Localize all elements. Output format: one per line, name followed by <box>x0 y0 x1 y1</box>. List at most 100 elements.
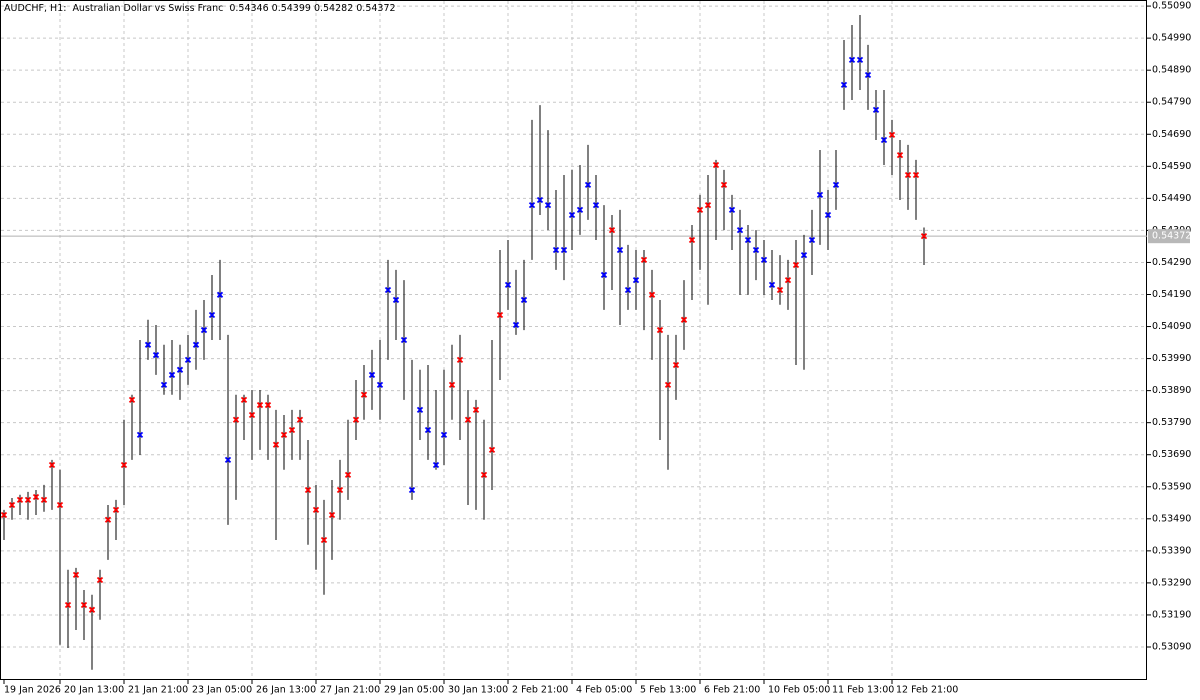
signal-marker <box>400 336 408 344</box>
x-tick-label: 23 Jan 05:00 <box>192 685 252 696</box>
symbol: AUDCHF, H1: <box>4 3 67 14</box>
signal-marker <box>904 171 912 179</box>
ohlc-low: 0.54282 <box>313 3 354 14</box>
signal-marker <box>816 191 824 198</box>
ohlc-close: 0.54372 <box>356 3 396 14</box>
plot-frame <box>0 0 1147 680</box>
y-tick-label: 0.54690 <box>1152 129 1191 140</box>
signal-marker <box>424 426 432 434</box>
signal-marker <box>688 236 696 244</box>
signal-marker <box>88 606 96 613</box>
signal-marker <box>752 246 760 254</box>
signal-marker <box>136 431 144 438</box>
signal-marker <box>888 131 896 139</box>
signal-marker <box>176 366 184 373</box>
ohlc-open: 0.54346 <box>229 3 269 14</box>
x-tick-label: 26 Jan 13:00 <box>256 685 316 696</box>
signal-marker <box>864 71 872 79</box>
y-tick-label: 0.53490 <box>1152 513 1191 524</box>
signal-marker <box>432 461 440 469</box>
signal-marker <box>8 501 16 509</box>
x-tick-label: 2 Feb 21:00 <box>512 685 568 696</box>
signal-marker <box>544 201 552 209</box>
signal-marker <box>592 201 600 209</box>
signal-marker <box>456 356 464 364</box>
signal-marker <box>848 56 856 64</box>
signal-marker <box>880 136 888 144</box>
y-tick-label: 0.54790 <box>1152 97 1191 108</box>
chart-header: AUDCHF, H1: Australian Dollar vs Swiss Fr… <box>4 3 399 14</box>
x-tick-label: 20 Jan 13:00 <box>64 685 124 696</box>
signal-marker <box>560 246 568 254</box>
signal-marker <box>16 496 24 504</box>
x-tick-label: 5 Feb 13:00 <box>640 685 696 696</box>
y-tick-label: 0.55090 <box>1152 1 1191 12</box>
signal-marker <box>200 326 208 334</box>
signal-marker <box>720 181 728 189</box>
signal-marker <box>896 151 904 159</box>
signal-marker <box>320 536 328 544</box>
signal-marker <box>920 233 928 240</box>
x-tick-label: 6 Feb 21:00 <box>704 685 760 696</box>
signal-marker <box>272 441 280 448</box>
signal-marker <box>240 396 248 404</box>
signal-marker <box>80 601 88 609</box>
signal-marker <box>680 316 688 323</box>
signal-marker <box>128 396 136 404</box>
signal-marker <box>568 211 576 219</box>
signal-marker <box>480 471 488 479</box>
signal-marker <box>112 506 120 513</box>
signal-marker <box>912 171 920 179</box>
signal-marker <box>152 351 160 359</box>
signal-marker <box>488 446 496 454</box>
signal-marker <box>144 341 152 348</box>
signal-marker <box>808 236 816 244</box>
y-tick-label: 0.53290 <box>1152 577 1191 588</box>
signal-marker <box>448 381 456 388</box>
y-tick-label: 0.53390 <box>1152 545 1191 556</box>
y-tick-label: 0.54090 <box>1152 321 1191 332</box>
signal-marker <box>872 106 880 114</box>
signal-marker <box>216 291 224 298</box>
signal-marker <box>440 431 448 438</box>
y-tick-label: 0.53790 <box>1152 417 1191 428</box>
signal-marker <box>504 281 512 289</box>
signal-marker <box>192 341 200 348</box>
y-tick-label: 0.53590 <box>1152 481 1191 492</box>
signal-marker <box>472 406 480 413</box>
x-tick-label: 19 Jan 2026 <box>4 685 61 696</box>
signal-marker <box>640 256 648 264</box>
signal-marker <box>288 426 296 434</box>
signal-marker <box>24 496 32 504</box>
signal-marker <box>168 371 176 379</box>
description: Australian Dollar vs Swiss Franc <box>72 3 224 14</box>
x-tick-label: 12 Feb 21:00 <box>896 685 958 696</box>
signal-marker <box>72 571 80 579</box>
signal-marker <box>328 511 336 519</box>
signal-marker <box>712 161 720 169</box>
signal-marker <box>704 201 712 209</box>
signal-marker <box>536 196 544 204</box>
signal-marker <box>728 206 736 214</box>
signal-marker <box>856 56 864 64</box>
signal-marker <box>632 276 640 284</box>
signal-marker <box>800 251 808 259</box>
signal-marker <box>696 206 704 214</box>
y-tick-label: 0.53890 <box>1152 385 1191 396</box>
signal-marker <box>368 371 376 379</box>
x-tick-label: 21 Jan 21:00 <box>128 685 188 696</box>
y-tick-label: 0.53190 <box>1152 609 1191 620</box>
signal-marker <box>576 206 584 214</box>
signal-marker <box>32 493 40 501</box>
x-tick-label: 29 Jan 05:00 <box>384 685 444 696</box>
signal-marker <box>360 391 368 398</box>
signal-marker <box>664 381 672 388</box>
signal-marker <box>520 296 528 304</box>
last-price-label: 0.54372 <box>1152 231 1191 242</box>
x-tick-label: 27 Jan 21:00 <box>320 685 380 696</box>
signal-marker <box>224 456 232 463</box>
signal-marker <box>184 356 192 364</box>
y-tick-label: 0.54190 <box>1152 289 1191 300</box>
last-price-box <box>1148 229 1190 244</box>
